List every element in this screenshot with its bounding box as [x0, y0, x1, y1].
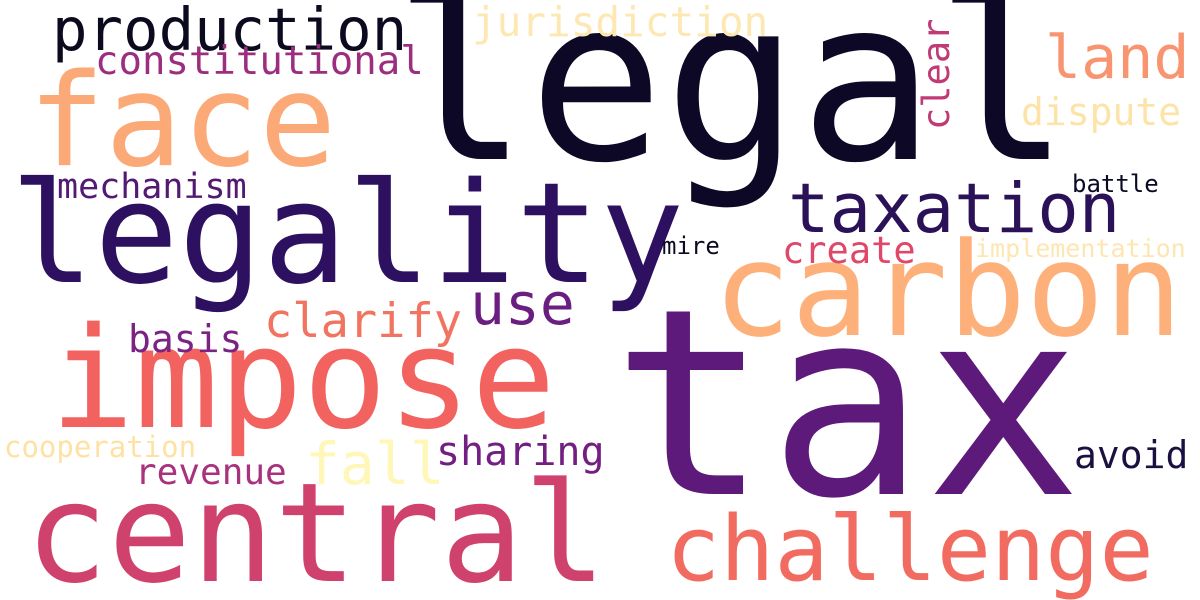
word-legal: legal [393, 0, 1071, 213]
word-mire: mire [662, 232, 720, 260]
word-avoid: avoid [1074, 433, 1189, 477]
word-mechanism: mechanism [57, 167, 247, 207]
word-clarify: clarify [264, 294, 463, 349]
word-use: use [470, 270, 575, 338]
word-sharing: sharing [436, 429, 605, 475]
word-carbon: carbon [713, 214, 1183, 366]
word-cooperation: cooperation [4, 430, 197, 464]
word-battle: battle [1072, 170, 1159, 198]
word-land: land [1045, 23, 1190, 93]
word-dispute: dispute [1021, 90, 1182, 134]
word-basis: basis [128, 317, 243, 361]
word-challenge: challenge [666, 497, 1154, 600]
word-clear: clear [915, 18, 958, 130]
word-fall: fall [305, 430, 445, 498]
word-production: production [52, 0, 408, 64]
word-impose: impose [50, 298, 556, 461]
word-face: face [28, 47, 337, 196]
word-implementation: implementation [975, 234, 1186, 263]
word-jurisdiction: jurisdiction [472, 0, 769, 46]
word-taxation: taxation [788, 169, 1121, 249]
word-central: central [25, 453, 607, 600]
word-constitutional: constitutional [95, 39, 424, 84]
word-legality: legality [10, 153, 685, 316]
word-tax: tax [612, 254, 1082, 556]
word-create: create [782, 229, 916, 272]
word-revenue: revenue [135, 452, 287, 493]
